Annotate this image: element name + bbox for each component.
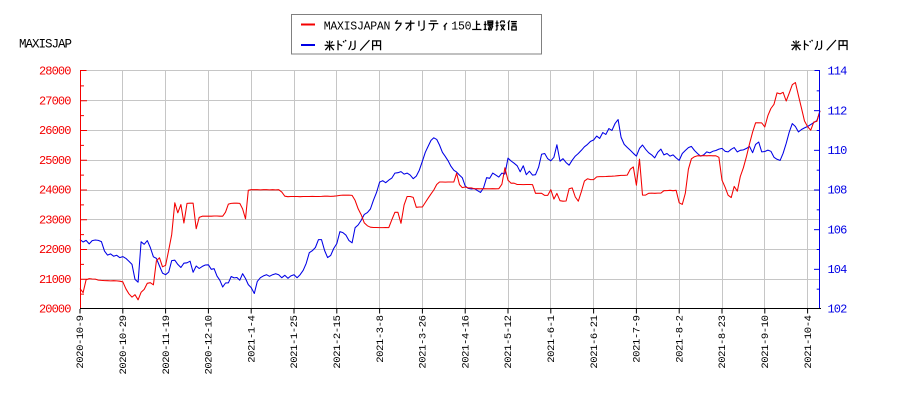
- svg-text:2021-1-4: 2021-1-4: [246, 315, 258, 362]
- svg-text:2020-11-19: 2020-11-19: [161, 315, 173, 374]
- svg-text:112: 112: [828, 104, 848, 118]
- svg-text:2021-3-8: 2021-3-8: [375, 315, 387, 362]
- svg-text:28000: 28000: [39, 65, 71, 79]
- svg-text:102: 102: [828, 303, 848, 317]
- svg-text:20000: 20000: [39, 303, 71, 317]
- svg-text:2021-2-15: 2021-2-15: [332, 315, 344, 368]
- svg-text:2021-6-21: 2021-6-21: [589, 315, 601, 368]
- svg-text:110: 110: [828, 144, 848, 158]
- svg-text:24000: 24000: [39, 184, 71, 198]
- svg-text:2020-10-9: 2020-10-9: [75, 315, 87, 368]
- svg-text:21000: 21000: [39, 273, 71, 287]
- svg-text:27000: 27000: [39, 94, 71, 108]
- svg-text:104: 104: [828, 263, 848, 277]
- svg-text:2021-5-12: 2021-5-12: [503, 315, 515, 368]
- svg-text:22000: 22000: [39, 243, 71, 257]
- svg-text:114: 114: [828, 65, 848, 79]
- svg-text:150: 150: [451, 20, 471, 33]
- svg-text:2020-12-10: 2020-12-10: [204, 315, 216, 374]
- svg-text:26000: 26000: [39, 124, 71, 138]
- svg-text:2021-7-9: 2021-7-9: [632, 315, 644, 362]
- svg-text:2021-8-2: 2021-8-2: [674, 315, 686, 362]
- svg-text:MAXISJAP: MAXISJAP: [19, 38, 72, 52]
- svg-text:MAXISJAPAN: MAXISJAPAN: [324, 20, 391, 33]
- svg-text:2021-6-1: 2021-6-1: [546, 315, 558, 362]
- svg-text:106: 106: [828, 223, 848, 237]
- svg-text:23000: 23000: [39, 213, 71, 227]
- svg-text:2020-10-29: 2020-10-29: [118, 315, 130, 374]
- svg-text:2021-9-10: 2021-9-10: [760, 315, 772, 368]
- svg-text:25000: 25000: [39, 154, 71, 168]
- svg-text:2021-10-4: 2021-10-4: [803, 315, 815, 368]
- svg-text:2021-4-16: 2021-4-16: [460, 315, 472, 368]
- svg-text:2021-8-23: 2021-8-23: [717, 315, 729, 368]
- svg-text:2021-1-25: 2021-1-25: [289, 315, 301, 368]
- svg-text:2021-3-26: 2021-3-26: [418, 315, 430, 368]
- svg-text:108: 108: [828, 184, 848, 198]
